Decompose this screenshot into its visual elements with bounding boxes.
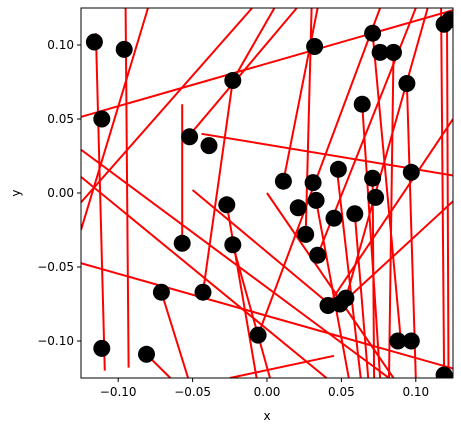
data-point [346, 205, 364, 223]
data-point [337, 289, 355, 307]
segment-line [371, 33, 402, 342]
segment-line [81, 9, 453, 118]
y-axis-label: y [9, 189, 23, 196]
segment-line [202, 80, 234, 293]
segment-line [231, 8, 276, 81]
data-point [402, 163, 420, 181]
data-point [398, 75, 416, 92]
segment-line [225, 204, 258, 378]
data-point [364, 24, 382, 42]
x-axis-ticks: −0.10 −0.05 0.00 0.05 0.10 [100, 378, 429, 399]
segment-line [340, 199, 453, 305]
y-tick-label: 0.00 [47, 186, 74, 200]
data-point [93, 110, 111, 128]
segment-line [335, 169, 362, 378]
y-tick-label: 0.10 [47, 38, 74, 52]
segment-line [353, 213, 370, 378]
segment-line [81, 8, 149, 231]
segment-line [315, 200, 350, 378]
data-point [194, 283, 212, 301]
segment-line [94, 33, 106, 371]
data-point [200, 137, 218, 155]
data-point [307, 191, 325, 209]
segment-line [81, 262, 453, 370]
segment-line [388, 52, 395, 378]
segment-line [231, 244, 271, 378]
y-tick-label: 0.05 [47, 112, 74, 126]
segment-line [446, 18, 450, 378]
x-tick-label: −0.10 [100, 385, 137, 399]
data-point [274, 172, 292, 190]
data-point [289, 199, 307, 217]
data-point [306, 38, 324, 55]
data-point [367, 188, 385, 206]
segments-layer [81, 8, 453, 378]
data-point [181, 128, 199, 146]
data-point [353, 95, 371, 113]
data-point [435, 366, 453, 378]
data-point [224, 236, 242, 254]
segment-line [229, 354, 335, 378]
data-point [173, 234, 191, 252]
data-point [385, 43, 402, 61]
data-point [329, 160, 347, 178]
segment-line [282, 8, 319, 182]
data-point [325, 209, 343, 227]
segment-line [160, 291, 190, 378]
segment-line [266, 192, 395, 378]
data-point [85, 33, 103, 51]
data-point [441, 11, 453, 29]
segment-line [81, 175, 328, 378]
y-axis-ticks: −0.10 −0.05 0.00 0.05 0.10 [37, 38, 81, 348]
x-tick-label: −0.05 [174, 385, 211, 399]
data-point [218, 196, 236, 214]
data-point [402, 332, 420, 350]
data-point [309, 246, 327, 264]
data-point [389, 332, 407, 350]
segment-line [81, 8, 253, 204]
y-tick-label: −0.05 [37, 260, 74, 274]
data-point [364, 169, 382, 187]
y-tick-label: −0.10 [37, 334, 74, 348]
segment-line [344, 8, 429, 299]
x-axis-label: x [263, 409, 270, 423]
x-tick-label: 0.10 [402, 385, 429, 399]
data-point [224, 72, 242, 89]
data-point [115, 40, 133, 58]
data-point [371, 43, 389, 61]
segment-line [187, 8, 298, 138]
data-point [249, 326, 267, 344]
segment-line [405, 83, 417, 378]
data-point [152, 283, 170, 301]
segment-line [191, 189, 332, 307]
segment-line [124, 8, 130, 368]
x-tick-label: 0.00 [254, 385, 281, 399]
segment-line [440, 8, 446, 376]
x-tick-label: 0.05 [328, 385, 355, 399]
segment-line [361, 104, 382, 378]
segment-line [257, 8, 382, 336]
data-point [93, 339, 111, 357]
data-point [138, 345, 155, 363]
data-point [297, 225, 315, 243]
points-layer [85, 11, 453, 378]
data-point [304, 174, 322, 192]
